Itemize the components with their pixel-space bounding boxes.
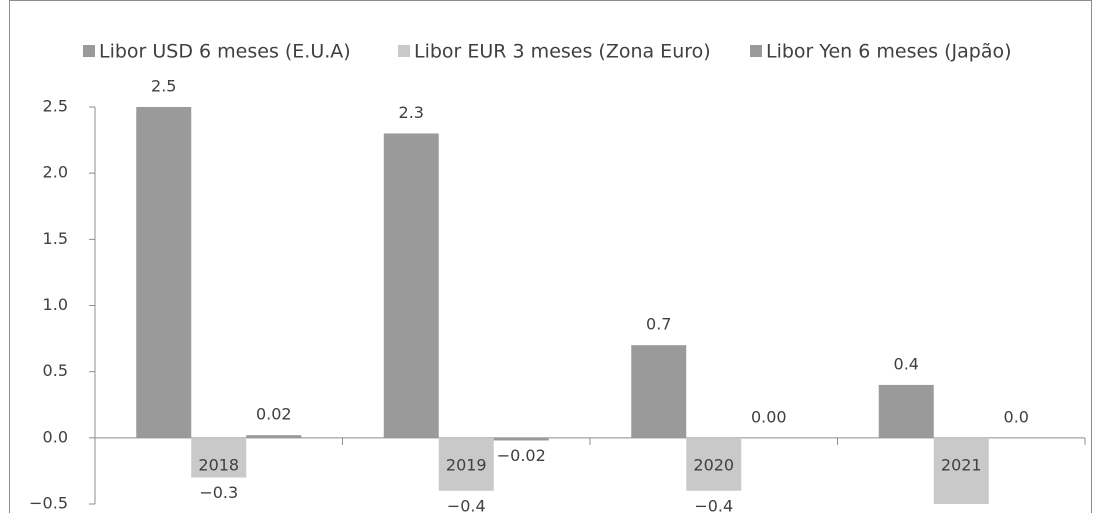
data-label: −0.4 [447,496,486,513]
data-label: 0.00 [751,407,787,426]
bar [191,437,247,478]
bar [438,437,494,491]
y-tick-label: 0.0 [43,427,68,446]
y-tick-label: 2.5 [43,97,68,116]
legend-label: Libor USD 6 meses (E.U.A) [99,41,351,63]
bar [383,133,439,438]
bar [933,437,989,504]
chart-frame [9,0,1092,513]
data-label: −0.3 [199,483,238,502]
y-tick-label: 1.0 [43,295,68,314]
legend-label: Libor Yen 6 meses (Japão) [766,41,1012,63]
data-label: 2.5 [151,77,176,96]
legend-label: Libor EUR 3 meses (Zona Euro) [414,41,711,63]
x-tick-label: 2020 [693,456,734,475]
bar [631,345,687,438]
data-label: 0.7 [646,315,671,334]
bar [878,384,934,438]
bar [493,437,549,441]
bar [686,437,742,491]
x-tick-label: 2019 [446,456,487,475]
legend-swatch [83,45,95,57]
y-tick-label: 2.0 [43,163,68,182]
legend-swatch [750,45,762,57]
bar [136,107,192,438]
data-label: 2.3 [399,103,424,122]
data-label: −0.02 [497,446,546,465]
y-tick-label: −0.5 [29,494,68,513]
y-tick-label: 0.5 [43,361,68,380]
data-label: −0.4 [694,496,733,513]
data-label: 0.02 [256,405,292,424]
data-label: 0.4 [894,354,919,373]
data-label: −0.5 [942,510,981,513]
x-tick-label: 2018 [198,456,239,475]
y-tick-label: 1.5 [43,229,68,248]
x-tick-label: 2021 [941,456,982,475]
legend-swatch [398,45,410,57]
bar [246,435,302,438]
data-label: 0.0 [1004,407,1029,426]
